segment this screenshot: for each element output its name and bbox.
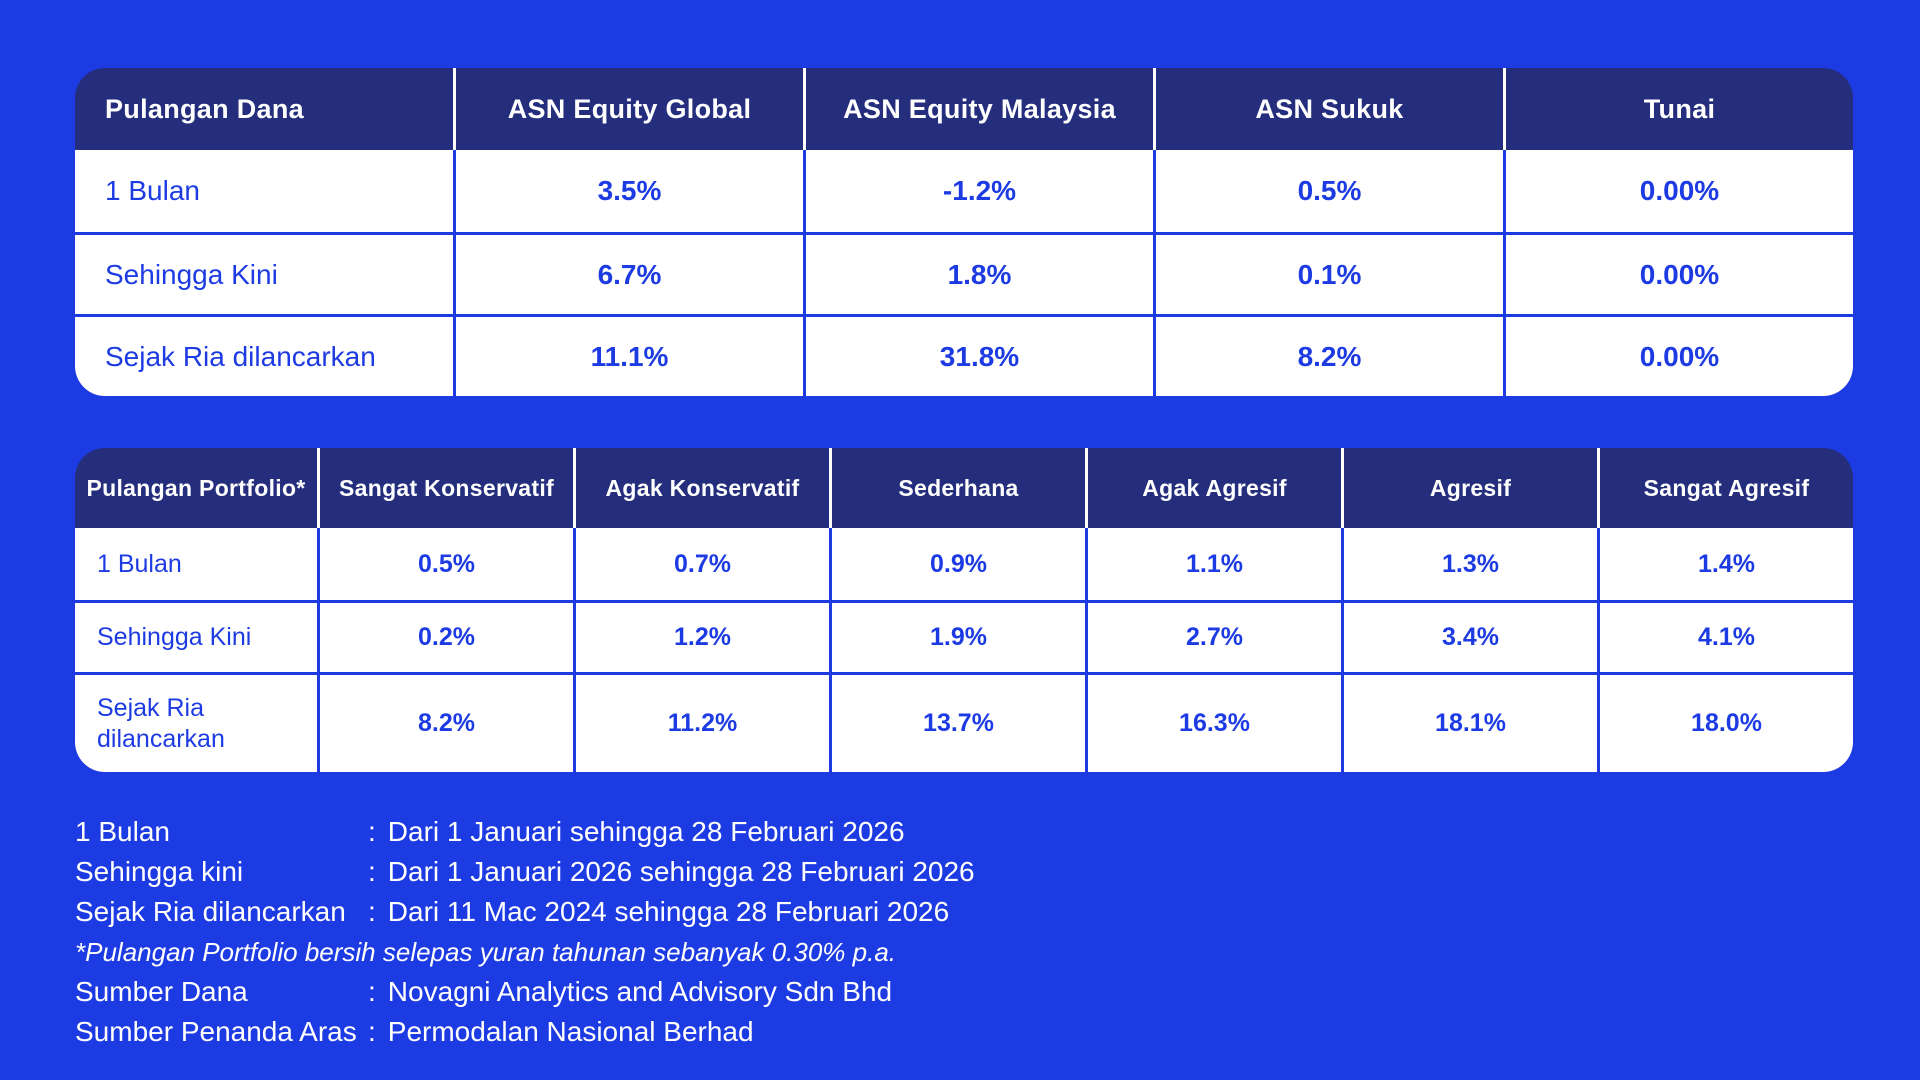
row-label-sejak-ria-dilancarkan: Sejak Ria dilancarkan xyxy=(75,672,317,772)
row-label-sehingga-kini: Sehingga Kini xyxy=(75,232,453,314)
value-cell: 11.1% xyxy=(453,314,803,396)
source-label: Sumber Penanda Aras xyxy=(75,1016,357,1047)
value-cell: 0.5% xyxy=(317,528,573,600)
value-cell: 0.00% xyxy=(1503,232,1853,314)
value-cell: 1.4% xyxy=(1597,528,1853,600)
fund-returns-table: Pulangan Dana ASN Equity Global ASN Equi… xyxy=(75,68,1853,396)
col-header-asn-sukuk: ASN Sukuk xyxy=(1153,68,1503,150)
value-cell: 1.3% xyxy=(1341,528,1597,600)
value-cell: 16.3% xyxy=(1085,672,1341,772)
value-cell: 0.7% xyxy=(573,528,829,600)
value-cell: 1.1% xyxy=(1085,528,1341,600)
fund-table-title: Pulangan Dana xyxy=(75,68,453,150)
value-cell: 0.2% xyxy=(317,600,573,672)
value-cell: 1.9% xyxy=(829,600,1085,672)
value-cell: 0.5% xyxy=(1153,150,1503,232)
value-cell: 18.1% xyxy=(1341,672,1597,772)
value-cell: 0.1% xyxy=(1153,232,1503,314)
definition-label: Sejak Ria dilancarkan xyxy=(75,896,346,927)
portfolio-returns-table: Pulangan Portfolio* Sangat Konservatif A… xyxy=(75,448,1853,772)
value-cell: 1.8% xyxy=(803,232,1153,314)
row-label-1-bulan: 1 Bulan xyxy=(75,150,453,232)
value-cell: 11.2% xyxy=(573,672,829,772)
value-cell: 8.2% xyxy=(317,672,573,772)
col-header-agresif: Agresif xyxy=(1341,448,1597,528)
source-sumber-penanda-aras: Sumber Penanda Aras: Permodalan Nasional … xyxy=(75,1012,1853,1052)
value-cell: 0.00% xyxy=(1503,150,1853,232)
source-value: Permodalan Nasional Berhad xyxy=(387,1016,754,1047)
source-label: Sumber Dana xyxy=(75,976,248,1007)
row-label-1-bulan: 1 Bulan xyxy=(75,528,317,600)
value-cell: 0.00% xyxy=(1503,314,1853,396)
col-header-sangat-konservatif: Sangat Konservatif xyxy=(317,448,573,528)
colon-separator: : xyxy=(368,976,376,1007)
source-value: Novagni Analytics and Advisory Sdn Bhd xyxy=(387,976,893,1007)
value-cell: 3.5% xyxy=(453,150,803,232)
definition-sejak-ria-dilancarkan: Sejak Ria dilancarkan: Dari 11 Mac 2024 s… xyxy=(75,892,1853,932)
value-cell: -1.2% xyxy=(803,150,1153,232)
col-header-asn-equity-global: ASN Equity Global xyxy=(453,68,803,150)
portfolio-fee-disclaimer: *Pulangan Portfolio bersih selepas yuran… xyxy=(75,937,897,967)
colon-separator: : xyxy=(368,816,376,847)
portfolio-table-title: Pulangan Portfolio* xyxy=(75,448,317,528)
footnotes: 1 Bulan: Dari 1 Januari sehingga 28 Febru… xyxy=(75,812,1853,1052)
value-cell: 8.2% xyxy=(1153,314,1503,396)
colon-separator: : xyxy=(368,1016,376,1047)
value-cell: 2.7% xyxy=(1085,600,1341,672)
definition-label: 1 Bulan xyxy=(75,816,170,847)
row-label-sejak-ria-dilancarkan: Sejak Ria dilancarkan xyxy=(75,314,453,396)
col-header-sederhana: Sederhana xyxy=(829,448,1085,528)
value-cell: 6.7% xyxy=(453,232,803,314)
value-cell: 13.7% xyxy=(829,672,1085,772)
definition-value: Dari 1 Januari sehingga 28 Februari 2026 xyxy=(387,816,905,847)
col-header-sangat-agresif: Sangat Agresif xyxy=(1597,448,1853,528)
col-header-tunai: Tunai xyxy=(1503,68,1853,150)
definition-value: Dari 1 Januari 2026 sehingga 28 Februari… xyxy=(387,856,975,887)
row-label-sehingga-kini: Sehingga Kini xyxy=(75,600,317,672)
definition-1-bulan: 1 Bulan: Dari 1 Januari sehingga 28 Febru… xyxy=(75,812,1853,852)
value-cell: 0.9% xyxy=(829,528,1085,600)
definition-value: Dari 11 Mac 2024 sehingga 28 Februari 20… xyxy=(387,896,950,927)
colon-separator: : xyxy=(368,896,376,927)
definition-label: Sehingga kini xyxy=(75,856,244,887)
value-cell: 3.4% xyxy=(1341,600,1597,672)
definition-sehingga-kini: Sehingga kini: Dari 1 Januari 2026 sehing… xyxy=(75,852,1853,892)
value-cell: 1.2% xyxy=(573,600,829,672)
value-cell: 18.0% xyxy=(1597,672,1853,772)
colon-separator: : xyxy=(368,856,376,887)
value-cell: 31.8% xyxy=(803,314,1153,396)
col-header-asn-equity-malaysia: ASN Equity Malaysia xyxy=(803,68,1153,150)
col-header-agak-konservatif: Agak Konservatif xyxy=(573,448,829,528)
value-cell: 4.1% xyxy=(1597,600,1853,672)
col-header-agak-agresif: Agak Agresif xyxy=(1085,448,1341,528)
source-sumber-dana: Sumber Dana: Novagni Analytics and Adviso… xyxy=(75,972,1853,1012)
